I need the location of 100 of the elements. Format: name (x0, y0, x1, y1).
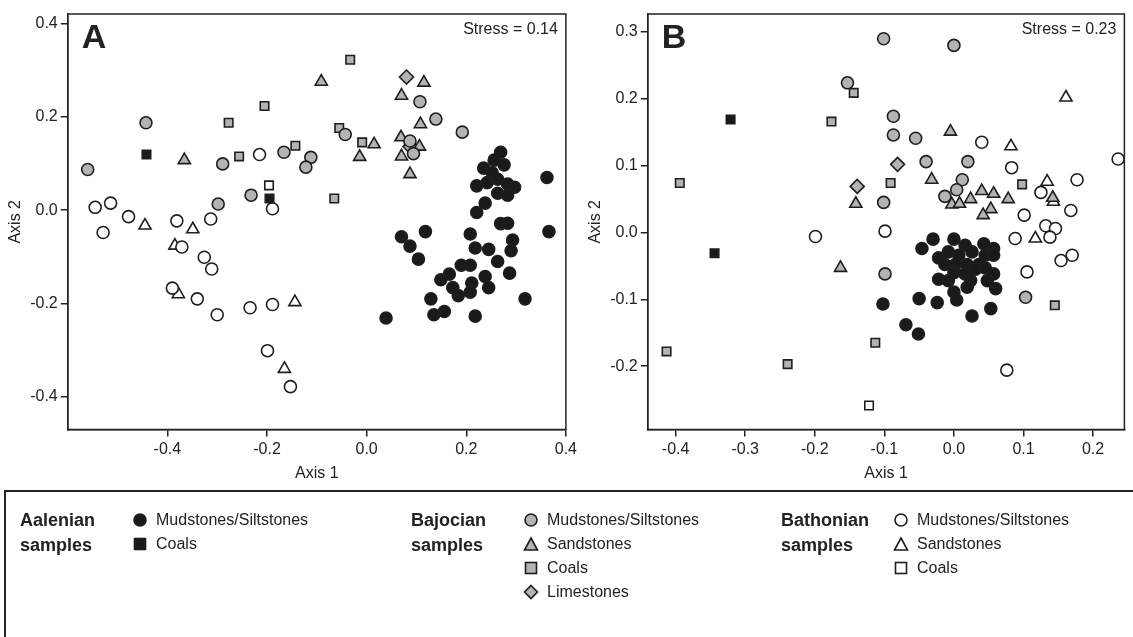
point (1008, 231, 1022, 246)
point (265, 201, 280, 216)
point (889, 156, 906, 173)
point (1054, 253, 1068, 268)
chart-title: B (661, 17, 687, 56)
point (406, 146, 421, 161)
point (1028, 230, 1043, 243)
point (185, 221, 200, 234)
point (121, 209, 136, 224)
point (175, 240, 189, 254)
point (848, 87, 859, 98)
x-tick-label: -0.2 (253, 439, 281, 457)
point (283, 379, 298, 394)
legend-label: Sandstones (917, 535, 1002, 553)
x-tick-label: -0.1 (870, 439, 899, 457)
x-axis-title: Axis 1 (864, 463, 908, 481)
point (540, 170, 554, 185)
point (886, 109, 901, 124)
point (434, 272, 448, 287)
point (234, 151, 245, 162)
legend-label: Limestones (547, 583, 629, 601)
point (290, 140, 301, 151)
point (965, 309, 979, 323)
point (947, 232, 961, 246)
point (1064, 203, 1078, 218)
x-tick-label: -0.4 (153, 439, 182, 457)
point (960, 280, 974, 295)
point (141, 149, 152, 160)
point (367, 136, 381, 149)
chart-subtitle: Stress = 0.23 (1021, 20, 1117, 38)
x-tick-label: 0.4 (554, 439, 578, 457)
text: Bajocian samples (411, 509, 488, 557)
point (211, 197, 225, 211)
point (949, 182, 964, 197)
point (908, 131, 923, 146)
y-axis-title: Axis 2 (6, 199, 24, 244)
point (437, 304, 452, 319)
point (80, 162, 95, 177)
point (264, 193, 275, 204)
point (223, 117, 234, 128)
point (288, 294, 302, 307)
point (314, 73, 329, 87)
point (674, 178, 685, 189)
x-tick-label: 0.2 (455, 439, 478, 457)
point (1004, 160, 1019, 175)
point (88, 200, 102, 215)
point (277, 145, 291, 160)
point (259, 100, 270, 112)
y-tick-label: 0.3 (615, 22, 638, 40)
x-tick-label: 0.2 (1081, 439, 1105, 457)
point (190, 292, 205, 306)
point (947, 38, 961, 53)
point (96, 225, 110, 240)
legend-label: Coals (917, 559, 958, 577)
point (418, 224, 433, 239)
point (926, 232, 940, 246)
point (345, 54, 356, 65)
point (976, 207, 991, 220)
y-tick-label: -0.2 (610, 356, 638, 374)
point (394, 148, 409, 161)
point (983, 201, 998, 214)
point (886, 128, 901, 142)
point (930, 295, 945, 310)
point (878, 267, 892, 281)
point (478, 269, 492, 284)
point (984, 301, 998, 316)
point (885, 178, 896, 189)
point (1020, 265, 1034, 279)
y-tick-label: 0.2 (615, 89, 638, 107)
point (427, 307, 441, 322)
point (469, 205, 484, 220)
point (398, 69, 415, 85)
point (504, 243, 518, 258)
point (1018, 290, 1033, 305)
point (468, 241, 483, 255)
point (394, 87, 409, 101)
point (943, 123, 958, 136)
point (329, 193, 340, 204)
point (299, 160, 313, 174)
point (826, 116, 837, 127)
point (876, 297, 890, 311)
legend-label: Coals (547, 559, 588, 577)
point (1000, 363, 1014, 377)
y-tick-label: 0.0 (615, 222, 638, 240)
point (170, 214, 184, 228)
point (878, 224, 892, 238)
point (263, 180, 275, 191)
y-tick-label: -0.2 (30, 293, 58, 311)
point (177, 152, 192, 165)
point (243, 300, 257, 315)
point (661, 346, 672, 357)
point (1049, 300, 1060, 311)
x-tick-label: 0.0 (942, 439, 966, 457)
point (413, 116, 428, 129)
y-tick-label: -0.1 (610, 289, 638, 307)
point (277, 361, 292, 374)
point (1040, 173, 1055, 187)
point (429, 112, 443, 126)
point (974, 183, 989, 196)
point (848, 195, 863, 209)
